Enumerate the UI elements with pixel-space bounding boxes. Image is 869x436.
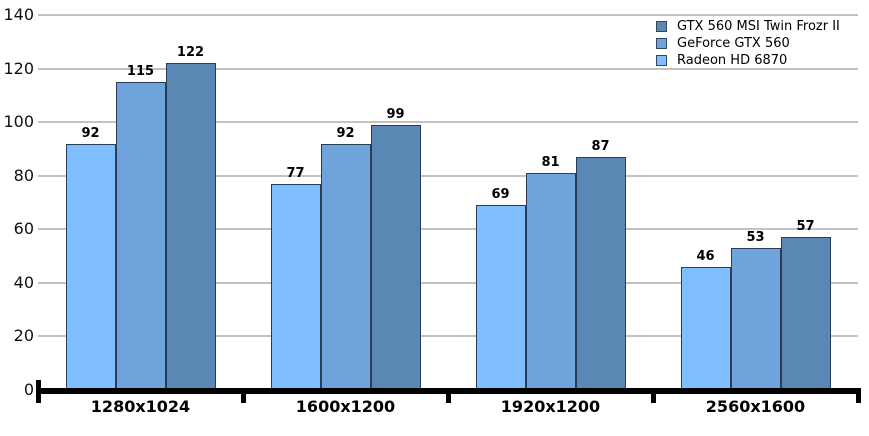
gridline xyxy=(38,14,858,16)
legend-item: Radeon HD 6870 xyxy=(656,52,840,69)
gridline xyxy=(38,121,858,124)
bar-value-label: 122 xyxy=(176,45,205,61)
bar-value-label: 53 xyxy=(746,230,765,245)
bar-value-label: 92 xyxy=(81,125,100,141)
bar-gtx-560-msi-twin-frozr-ii xyxy=(165,63,216,390)
x-axis-tick xyxy=(855,388,861,403)
y-axis-tick-label: 20 xyxy=(13,326,34,346)
bar-gtx-560-msi-twin-frozr-ii xyxy=(370,124,421,390)
bar-value-label: 46 xyxy=(696,248,715,264)
bar-radeon-hd-6870 xyxy=(475,205,526,390)
bar-radeon-hd-6870 xyxy=(65,143,116,390)
y-axis-tick-label: 140 xyxy=(3,5,34,24)
legend-item: GTX 560 MSI Twin Frozr II xyxy=(656,18,840,35)
y-axis-tick-label: 100 xyxy=(3,112,34,132)
bar-value-label: 77 xyxy=(286,165,305,181)
gridline xyxy=(38,67,858,70)
bar-geforce-gtx-560 xyxy=(320,143,371,390)
gridline xyxy=(38,228,858,231)
bar-gtx-560-msi-twin-frozr-ii xyxy=(575,157,626,390)
legend-label: Radeon HD 6870 xyxy=(677,53,788,68)
gridline xyxy=(38,335,858,338)
x-axis-category-label: 1280x1024 xyxy=(90,397,191,416)
y-axis-tick-label: 80 xyxy=(13,165,34,185)
x-axis-category-label: 1600x1200 xyxy=(295,397,396,416)
gridline xyxy=(38,174,858,177)
bar-geforce-gtx-560 xyxy=(115,82,166,390)
bar-radeon-hd-6870 xyxy=(270,183,321,390)
bar-value-label: 87 xyxy=(591,139,610,154)
y-axis-tick-label: 0 xyxy=(23,380,34,399)
legend-swatch-radeon-hd-6870 xyxy=(656,55,667,66)
gridline xyxy=(38,281,858,284)
bar-value-label: 57 xyxy=(796,219,815,235)
x-axis-tick xyxy=(445,388,451,403)
y-axis-tick-label: 40 xyxy=(13,272,34,292)
bar-value-label: 115 xyxy=(126,64,155,79)
bar-geforce-gtx-560 xyxy=(730,248,781,390)
legend-swatch-geforce-gtx-560 xyxy=(656,38,667,49)
bar-radeon-hd-6870 xyxy=(680,266,731,390)
legend-label: GeForce GTX 560 xyxy=(677,36,790,51)
bar-gtx-560-msi-twin-frozr-ii xyxy=(780,237,831,390)
x-axis-left-cap xyxy=(36,380,41,389)
x-axis-category-label: 2560x1600 xyxy=(705,397,806,416)
y-axis-tick-label: 60 xyxy=(13,219,34,239)
legend-swatch-gtx-560-msi-twin-frozr-ii xyxy=(656,21,667,32)
x-axis-tick xyxy=(240,388,246,403)
bar-geforce-gtx-560 xyxy=(525,173,576,390)
x-axis-category-label: 1920x1200 xyxy=(500,397,601,416)
x-axis-tick xyxy=(650,388,656,403)
bar-value-label: 69 xyxy=(491,187,510,203)
bar-value-label: 99 xyxy=(386,106,405,122)
legend-label: GTX 560 MSI Twin Frozr II xyxy=(677,19,840,34)
legend-item: GeForce GTX 560 xyxy=(656,35,840,52)
bar-value-label: 92 xyxy=(336,125,355,141)
bar-value-label: 81 xyxy=(541,155,560,170)
legend: GTX 560 MSI Twin Frozr II GeForce GTX 56… xyxy=(656,18,840,69)
y-axis-tick-label: 120 xyxy=(3,58,34,78)
x-axis-tick xyxy=(35,388,41,403)
